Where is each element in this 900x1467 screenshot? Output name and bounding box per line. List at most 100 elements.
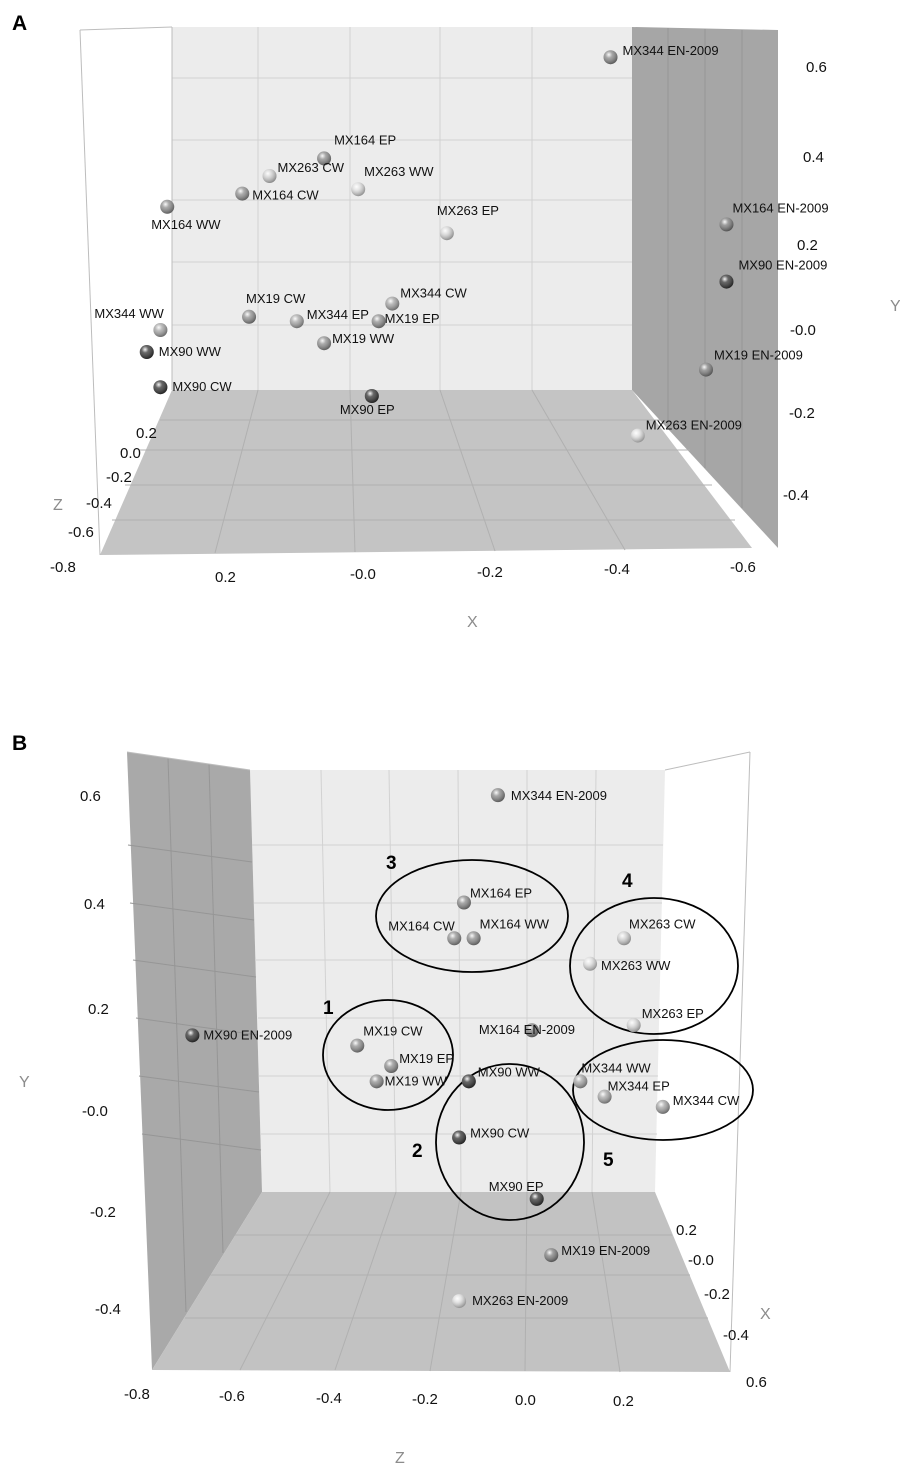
- panel-a-back-wall: [172, 27, 632, 390]
- data-point-shading: [317, 336, 332, 351]
- panel-b-y-tick: 0.6: [80, 788, 101, 805]
- data-point-label: MX344 WW: [94, 306, 164, 321]
- group-2-outline: [435, 1063, 585, 1221]
- data-point-shading: [524, 1023, 539, 1038]
- panel-a-z-tick: 0.2: [136, 425, 157, 442]
- panel-a-y-tick: -0.0: [790, 322, 816, 339]
- data-point-shading: [153, 323, 168, 337]
- data-point-shading: [617, 931, 631, 946]
- data-point-label: MX90 EP: [340, 402, 395, 417]
- panel-a-x-tick: -0.0: [350, 566, 376, 583]
- data-point-label: MX344 EP: [608, 1079, 670, 1094]
- data-point-label: MX344 EN-2009: [511, 788, 607, 803]
- data-point-label: MX263 EP: [642, 1006, 704, 1021]
- data-point-shading: [139, 345, 154, 359]
- panel-b-z-tick: -0.4: [723, 1327, 749, 1344]
- data-point-label: MX19 EP: [399, 1051, 454, 1066]
- panel-a-y-tick: 0.4: [803, 149, 824, 166]
- panel-b-y-tick: 0.2: [88, 1001, 109, 1018]
- data-point-label: MX164 WW: [480, 916, 550, 931]
- data-point-shading: [317, 151, 332, 166]
- panel-b-points: MX344 EN-2009 MX164 EP MX164 CW MX164 WW MX2…: [185, 788, 740, 1309]
- panel-b-z-tick: 0.6: [746, 1374, 767, 1391]
- panel-b: B: [12, 732, 771, 1467]
- data-point-label: MX263 WW: [601, 958, 671, 973]
- panel-b-x-tick: -0.2: [412, 1391, 438, 1408]
- data-point-shading: [153, 380, 168, 395]
- panel-a-y-tick: 0.6: [806, 59, 827, 76]
- panel-a-x-tick: 0.2: [215, 569, 236, 586]
- panel-b-x-axis-label: Z: [395, 1450, 405, 1467]
- data-point-shading: [439, 226, 454, 241]
- group-4-outline: [569, 897, 739, 1035]
- data-point-label: MX344 CW: [400, 286, 467, 301]
- group-1-outline: [322, 999, 454, 1111]
- group-3-outline: [375, 859, 569, 973]
- data-point-label: MX164 EN-2009: [479, 1022, 575, 1037]
- data-point-label: MX164 CW: [388, 918, 455, 933]
- data-point-shading: [452, 1130, 467, 1145]
- data-point-shading: [719, 274, 734, 289]
- data-point-shading: [603, 50, 618, 65]
- panel-b-z-ticks: 0.2 -0.0 -0.2 -0.4 0.6: [676, 1222, 767, 1391]
- panel-b-left-grid: [127, 757, 262, 1313]
- panel-a-x-tick: -0.2: [477, 564, 503, 581]
- data-point-label: MX164 EP: [470, 885, 532, 900]
- data-point-shading: [447, 931, 462, 946]
- data-point-label: MX19 WW: [385, 1073, 448, 1088]
- data-point-shading: [655, 1099, 670, 1114]
- data-point-label: MX344 EP: [307, 307, 369, 322]
- panel-b-back-wall: [250, 770, 665, 1192]
- data-point-shading: [452, 1294, 467, 1309]
- panel-a-y-tick: -0.4: [783, 487, 809, 504]
- panel-b-z-tick: -0.0: [688, 1252, 714, 1269]
- data-point-label: MX19 CW: [363, 1024, 423, 1039]
- data-point-label: MX90 WW: [159, 344, 222, 359]
- group-1-label: 1: [323, 998, 334, 1019]
- data-point-label: MX263 EP: [437, 203, 499, 218]
- panel-a-x-tick: -0.6: [730, 559, 756, 576]
- panel-a-points: MX344 EN-2009 MX164 EP MX263 CW MX263 WW MX1…: [94, 43, 829, 443]
- panel-a-z-tick: 0.0: [120, 445, 141, 462]
- data-point-shading: [719, 217, 734, 232]
- data-point-label: MX263 CW: [278, 160, 345, 175]
- panel-b-left-wall: [127, 752, 262, 1370]
- data-point-label: MX19 CW: [246, 291, 306, 306]
- data-point-shading: [573, 1074, 588, 1089]
- group-4-label: 4: [622, 871, 633, 892]
- panel-a-z-axis-label: Z: [53, 497, 63, 514]
- panel-b-z-tick: -0.2: [704, 1286, 730, 1303]
- panel-b-y-ticks: 0.6 0.4 0.2 -0.0 -0.2 -0.4: [80, 788, 121, 1318]
- data-point-label: MX263 EN-2009: [472, 1293, 568, 1308]
- panel-a-z-ticks: 0.2 0.0 -0.2 -0.4 -0.6 -0.8: [50, 425, 157, 576]
- data-point-shading: [160, 199, 175, 214]
- panel-b-y-tick: -0.2: [90, 1204, 116, 1221]
- panel-a-side-grid: [667, 28, 743, 508]
- panel-b-x-tick: -0.6: [219, 1388, 245, 1405]
- data-point-label: MX90 EN-2009: [203, 1027, 292, 1042]
- panel-a-gridlines: [172, 27, 632, 390]
- data-point-label: MX90 WW: [478, 1064, 541, 1079]
- panel-b-z-tick: 0.2: [676, 1222, 697, 1239]
- panel-a-y-tick: 0.2: [797, 237, 818, 254]
- panel-b-letter: B: [12, 732, 27, 755]
- panel-b-groups: [322, 859, 754, 1221]
- data-point-label: MX90 EN-2009: [738, 258, 827, 273]
- data-point-shading: [235, 186, 250, 201]
- data-point-shading: [699, 362, 713, 377]
- data-point-label: MX19 EN-2009: [714, 348, 803, 363]
- panel-b-x-tick: 0.2: [613, 1393, 634, 1410]
- data-point-label: MX90 CW: [172, 379, 232, 394]
- panel-b-y-tick: 0.4: [84, 896, 105, 913]
- data-point-label: MX263 CW: [629, 916, 696, 931]
- panel-a: A: [12, 12, 900, 631]
- data-point-shading: [185, 1028, 200, 1043]
- data-point-shading: [597, 1089, 612, 1104]
- data-point-shading: [529, 1191, 544, 1206]
- data-point-shading: [350, 1038, 365, 1053]
- data-point-shading: [630, 428, 645, 443]
- data-point-label: MX164 CW: [252, 188, 319, 203]
- data-point-shading: [583, 956, 598, 971]
- panel-a-x-axis-label: X: [467, 614, 478, 631]
- data-point-shading: [262, 169, 277, 183]
